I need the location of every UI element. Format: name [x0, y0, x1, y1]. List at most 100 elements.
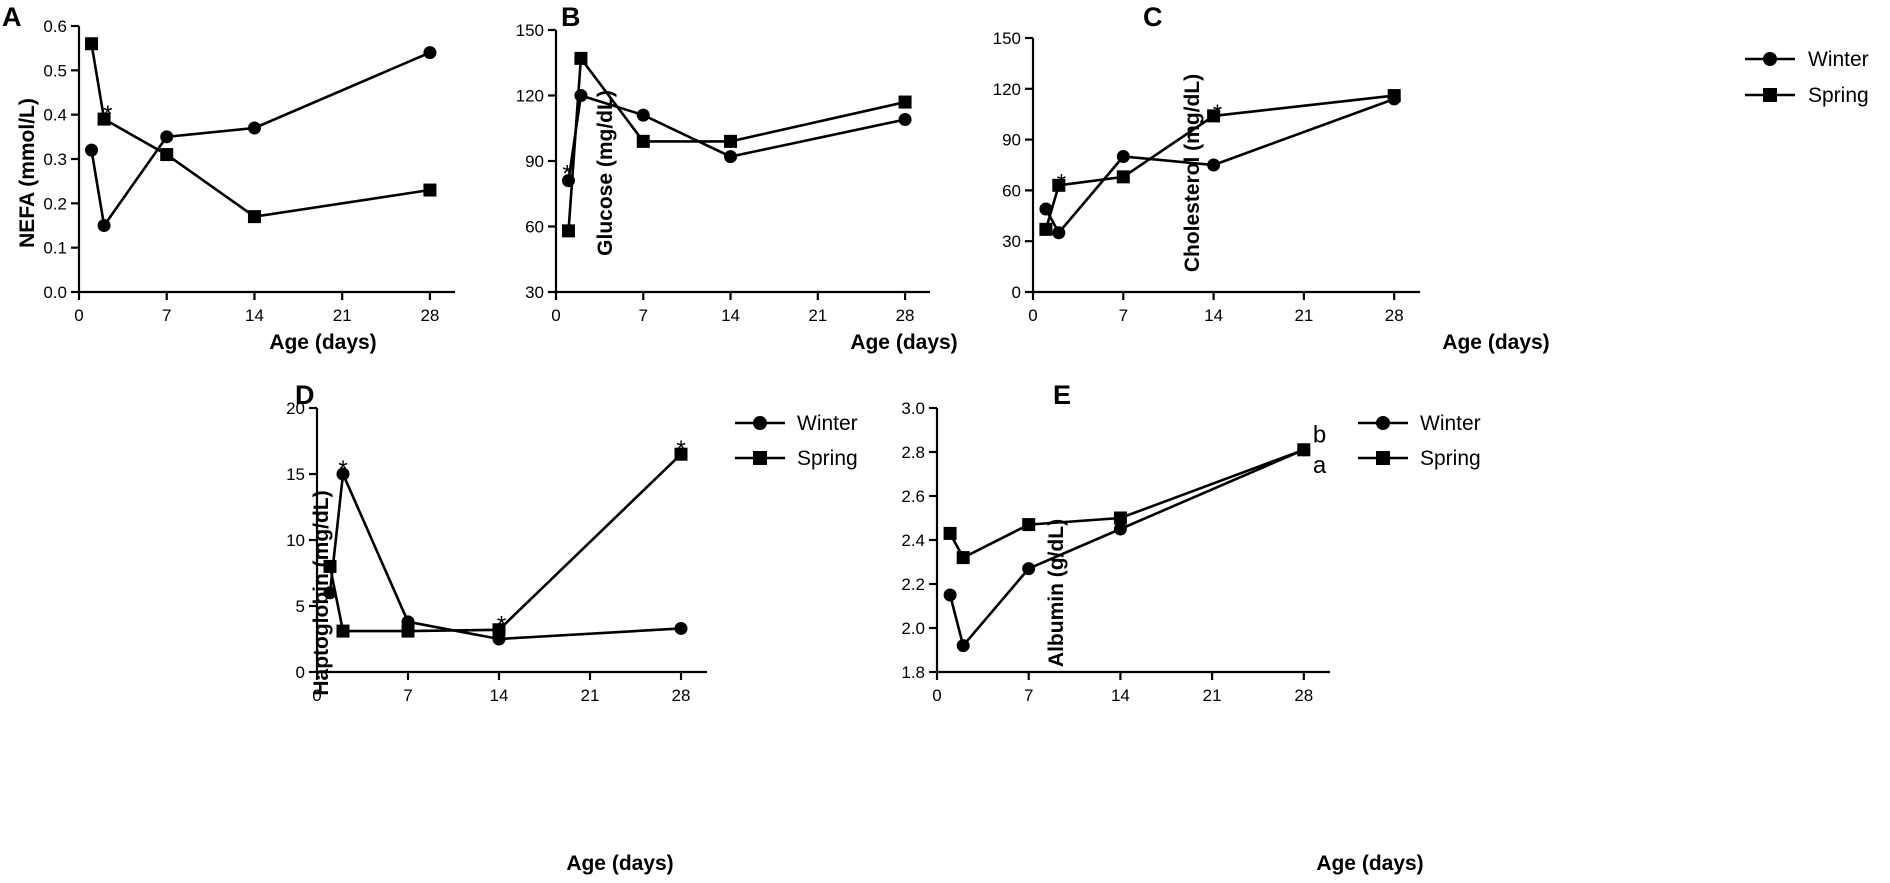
legend-e: Winter Spring [1358, 412, 1481, 470]
x-axis-title-b: Age (days) [850, 331, 957, 354]
y-tick-label: 0 [1012, 283, 1021, 302]
legend-spring-marker [1763, 88, 1777, 102]
data-point-spring [1022, 518, 1036, 532]
legend-e-spring-marker [1376, 451, 1390, 465]
data-point-spring [1116, 170, 1130, 184]
x-tick-label: 21 [1294, 306, 1313, 325]
legend-d-spring-label: Spring [797, 447, 858, 470]
y-tick-label: 1.8 [901, 663, 925, 682]
legend-winter-marker [1763, 52, 1777, 66]
data-point-spring [401, 624, 415, 638]
legend-d-winter-label: Winter [797, 412, 858, 435]
data-point-spring [492, 623, 506, 637]
y-tick-label: 60 [1002, 181, 1021, 200]
legend-top: Winter Spring [1745, 48, 1869, 107]
series-line-winter [90, 51, 431, 229]
data-point-spring [956, 551, 970, 565]
series-line-spring [90, 43, 431, 218]
data-point-spring [636, 134, 650, 148]
y-axis-title-e: Albumin (g/dL) [1045, 519, 1068, 667]
y-axis-title-a: NEFA (mmol/L) [16, 98, 39, 248]
significance-marker: * [1213, 100, 1222, 127]
data-point-spring [160, 148, 174, 162]
data-point-winter [1116, 150, 1130, 164]
group-letter: a [1313, 452, 1327, 479]
data-point-winter [1022, 562, 1036, 576]
data-point-spring [323, 559, 337, 573]
data-point-spring [574, 51, 588, 65]
data-point-spring [674, 447, 688, 461]
y-tick-label: 0.6 [43, 17, 67, 36]
data-point-winter [247, 121, 261, 135]
y-tick-label: 20 [286, 399, 305, 418]
y-tick-label: 2.6 [901, 487, 925, 506]
legend-e-winter-marker [1376, 416, 1390, 430]
y-axis-title-c: Cholesterol (mg/dL) [1181, 74, 1204, 272]
panel-a: A Age (days) NEFA (mmol/L) 0.0 0.1 0.2 0.3 0… [2, 2, 455, 354]
y-tick-label: 3.0 [901, 399, 925, 418]
y-tick-label: 2.0 [901, 619, 925, 638]
x-tick-label: 7 [1119, 306, 1128, 325]
significance-marker: * [338, 456, 347, 483]
data-point-spring [423, 183, 437, 197]
data-point-spring [85, 37, 99, 51]
y-tick-label: 0.0 [43, 283, 67, 302]
y-tick-label: 10 [286, 531, 305, 550]
y-tick-label: 60 [525, 218, 544, 237]
x-tick-label: 14 [1111, 686, 1130, 705]
data-point-winter [574, 89, 588, 102]
y-tick-label: 2.2 [901, 575, 925, 594]
series-line-spring [328, 453, 682, 633]
panel-letter-e: E [1053, 380, 1071, 410]
significance-marker: * [497, 612, 506, 639]
y-tick-label: 120 [993, 80, 1021, 99]
data-point-spring [561, 224, 575, 238]
data-point-winter [423, 46, 437, 60]
panel-b: B Age (days) Glucose (mg/dL) 30 60 90 120 15… [516, 2, 958, 354]
panel-letter-d: D [295, 380, 315, 410]
group-letter: b [1313, 421, 1326, 448]
data-point-winter [1207, 158, 1221, 172]
significance-marker: * [676, 436, 685, 463]
data-point-spring [1039, 222, 1053, 236]
data-point-winter [636, 108, 650, 122]
x-axis-title-a: Age (days) [269, 331, 376, 354]
data-point-spring [247, 210, 261, 224]
x-tick-label: 0 [74, 306, 83, 325]
y-tick-label: 120 [516, 87, 544, 106]
data-point-spring [898, 95, 912, 109]
y-tick-label: 5 [296, 597, 305, 616]
legend-e-winter-label: Winter [1420, 412, 1481, 435]
x-tick-label: 7 [403, 686, 412, 705]
legend-d-winter-marker [753, 416, 767, 430]
x-tick-label: 28 [672, 686, 691, 705]
panel-letter-c: C [1143, 2, 1163, 32]
data-point-spring [943, 526, 957, 540]
x-axis-title-d: Age (days) [566, 852, 673, 875]
series-line-spring [948, 448, 1305, 560]
data-point-winter [323, 586, 337, 600]
x-tick-label: 0 [551, 306, 560, 325]
series-line-winter [948, 448, 1305, 649]
y-tick-label: 0.4 [43, 106, 67, 125]
data-point-spring [1207, 109, 1221, 123]
data-point-spring [724, 134, 738, 148]
y-tick-label: 0.5 [43, 61, 67, 80]
y-tick-label: 2.4 [901, 531, 925, 550]
x-tick-label: 0 [932, 686, 941, 705]
data-point-winter [1113, 522, 1127, 536]
x-tick-label: 28 [1294, 686, 1313, 705]
data-point-winter [898, 113, 912, 127]
data-point-winter [1052, 226, 1066, 240]
panel-d: D Age (days) Haptoglobin (mg/dL) 0 5 10 15 2… [286, 380, 707, 875]
data-point-winter [724, 150, 738, 164]
data-point-spring [1113, 511, 1127, 525]
x-tick-label: 28 [896, 306, 915, 325]
data-point-winter [85, 143, 99, 157]
y-tick-label: 15 [286, 465, 305, 484]
x-tick-label: 21 [1203, 686, 1222, 705]
y-tick-label: 0 [296, 663, 305, 682]
legend-spring-label: Spring [1808, 84, 1869, 107]
data-point-winter [336, 467, 350, 481]
legend-e-spring-label: Spring [1420, 447, 1481, 470]
